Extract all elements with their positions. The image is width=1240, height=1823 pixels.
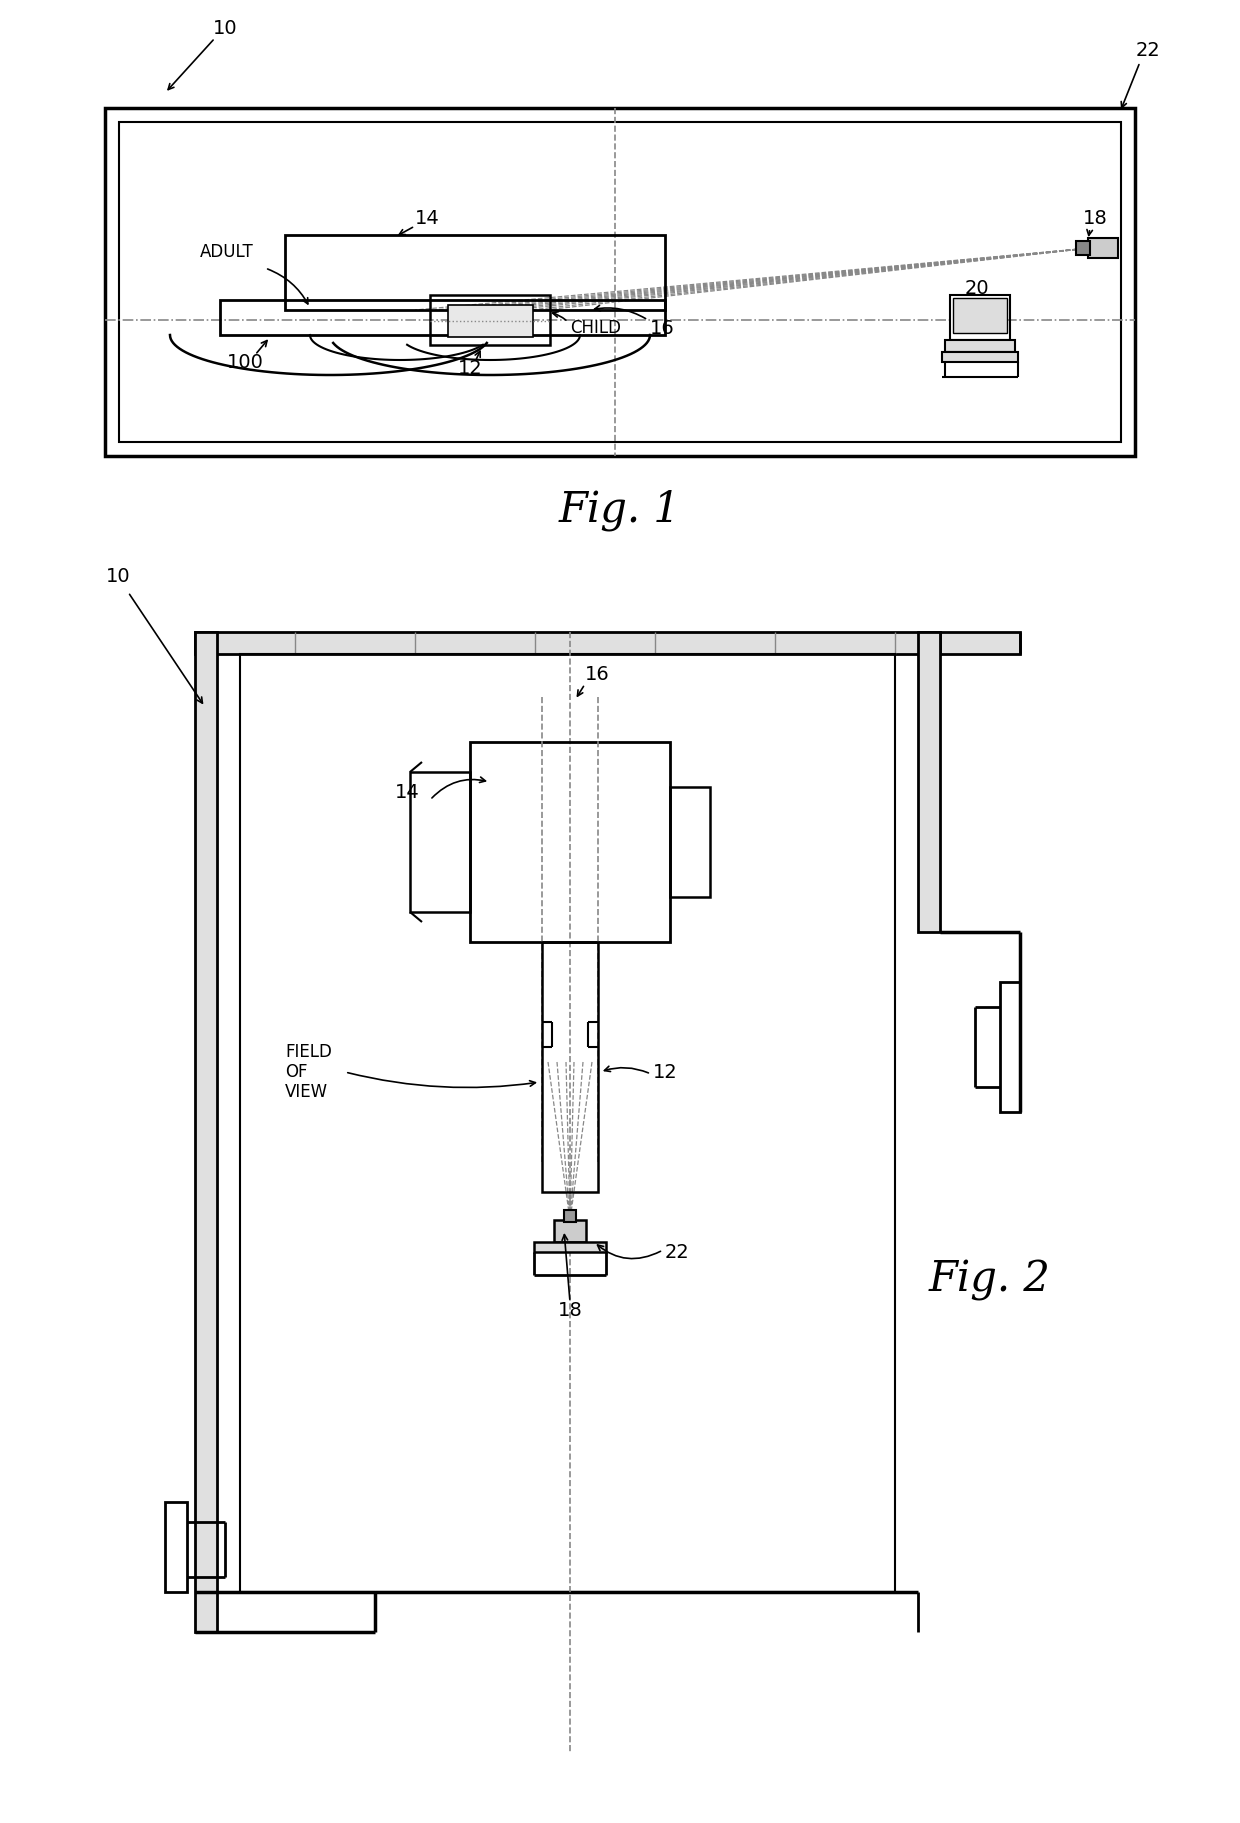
Text: ADULT: ADULT	[200, 242, 254, 261]
Bar	[534, 1241, 606, 1252]
Text: CHILD: CHILD	[570, 319, 621, 337]
Bar	[241, 654, 895, 1591]
Bar	[105, 108, 1135, 456]
Text: 18: 18	[558, 1300, 583, 1320]
Bar	[542, 942, 598, 1192]
Bar	[285, 235, 665, 310]
Bar	[410, 771, 470, 912]
Bar	[165, 1502, 187, 1591]
Text: 12: 12	[653, 1063, 678, 1081]
Bar	[918, 633, 940, 932]
Bar	[470, 742, 670, 942]
Text: Fig. 1: Fig. 1	[559, 489, 681, 530]
Text: VIEW: VIEW	[285, 1083, 329, 1101]
Bar	[1076, 241, 1090, 255]
Text: 20: 20	[965, 279, 990, 297]
Text: 10: 10	[213, 18, 237, 38]
Bar	[950, 295, 1011, 341]
Text: 18: 18	[1083, 208, 1107, 228]
Text: 14: 14	[415, 208, 440, 228]
Bar	[219, 301, 665, 335]
Text: 22: 22	[1136, 40, 1161, 60]
Bar	[554, 1220, 587, 1241]
Bar	[195, 633, 940, 654]
Text: 16: 16	[650, 319, 675, 337]
Bar	[940, 633, 1021, 654]
Text: OF: OF	[285, 1063, 308, 1081]
Bar	[430, 295, 551, 345]
Bar	[954, 297, 1007, 334]
Text: 16: 16	[585, 665, 610, 684]
Text: 10: 10	[105, 567, 130, 587]
Bar	[1087, 239, 1118, 259]
Bar	[670, 788, 711, 897]
Text: Fig. 2: Fig. 2	[929, 1260, 1052, 1302]
Text: 12: 12	[458, 359, 482, 377]
Bar	[564, 1210, 577, 1221]
Bar	[448, 304, 533, 337]
Text: 14: 14	[396, 782, 420, 802]
Bar	[119, 122, 1121, 441]
Text: FIELD: FIELD	[285, 1043, 332, 1061]
Bar	[942, 352, 1018, 363]
Bar	[945, 341, 1016, 352]
Bar	[195, 633, 217, 1632]
Text: 22: 22	[665, 1243, 689, 1262]
Text: 100: 100	[227, 352, 263, 372]
Bar	[999, 983, 1021, 1112]
